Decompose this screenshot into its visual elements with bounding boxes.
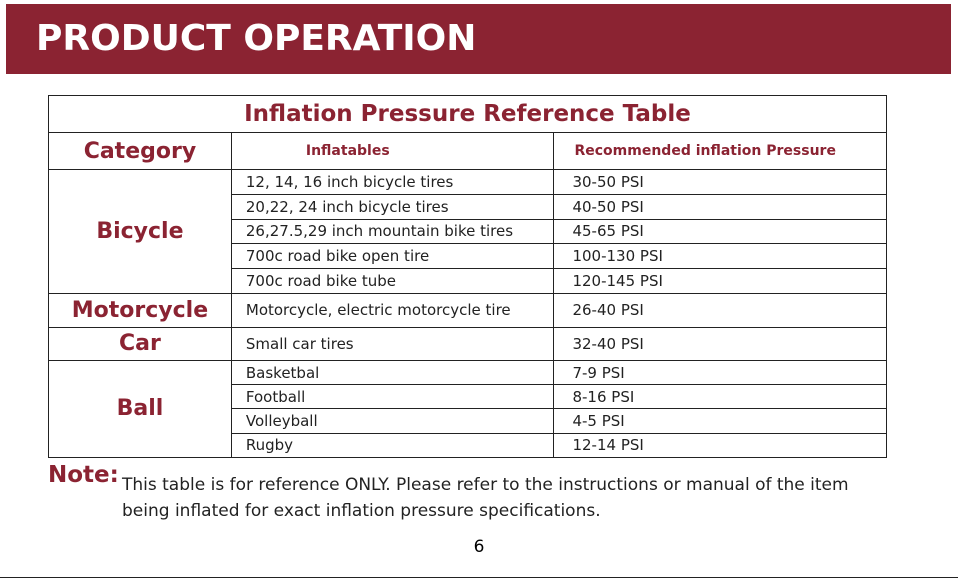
pressure-cell: 30-50 PSI [553,169,887,195]
pressure-cell: 4-5 PSI [553,408,887,434]
pressure-cell: 45-65 PSI [553,218,887,245]
table-row: 700c road bike tube 120-145 PSI [49,268,887,294]
table-row: Volleyball 4-5 PSI [49,408,887,434]
note-text: This table is for reference ONLY. Please… [122,475,849,521]
table-row: 700c road bike open tire 100-130 PSI [49,243,887,270]
page-number: 6 [473,537,485,557]
table-row: Bicycle 12, 14, 16 inch bicycle tires 30-5… [48,169,887,294]
table-row: Car Small car tires 32-40 PSI [48,326,887,361]
table-row: Football 8-16 PSI [49,384,887,410]
inflatable-cell: 26,27.5,29 inch mountain bike tires [230,218,555,245]
inflatable-cell: Rugby [230,432,555,458]
header-title: PRODUCT OPERATION [36,18,477,59]
pressure-cell: 100-130 PSI [553,243,887,270]
table-title: Inflation Pressure Reference Table [48,95,887,133]
column-header: Recommended inflation Pressure [553,132,887,170]
table-row: 20,22, 24 inch bicycle tires 40-50 PSI [49,193,887,220]
inflatable-cell: Basketbal [230,359,555,386]
footer-rule [0,577,958,578]
header-bar: PRODUCT OPERATION [6,4,951,74]
inflatable-cell: 700c road bike tube [230,268,555,294]
inflatable-cell: 700c road bike open tire [230,243,555,270]
pressure-cell: 120-145 PSI [553,268,887,294]
inflatable-cell: 12, 14, 16 inch bicycle tires [230,169,555,195]
category-cell: Bicycle [48,169,232,294]
pressure-cell: 7-9 PSI [553,359,887,386]
note-label: Note: [48,462,119,488]
category-cell: Motorcycle [48,292,232,328]
pressure-table: Inflation Pressure Reference Table Categ… [48,95,887,458]
category-cell: Car [48,326,232,361]
table-row: Rugby 12-14 PSI [49,432,887,458]
pressure-cell: 12-14 PSI [553,432,887,458]
pressure-cell: 8-16 PSI [553,384,887,410]
table-row: Ball Basketbal 7-9 PSI [48,359,887,458]
pressure-cell: 32-40 PSI [553,326,887,361]
column-header: Category [48,132,232,170]
column-header: Inflatables [230,132,555,170]
inflatable-cell: 20,22, 24 inch bicycle tires [230,193,555,220]
table-row: 26,27.5,29 inch mountain bike tires 45-65… [49,218,887,245]
table-row: Motorcycle Motorcycle, electric motorcycl… [48,292,887,328]
inflatable-cell: Small car tires [230,326,555,361]
pressure-cell: 40-50 PSI [553,193,887,220]
pressure-cell: 26-40 PSI [553,292,887,328]
inflatable-cell: Football [230,384,555,410]
category-cell: Ball [48,359,232,458]
inflatable-cell: Volleyball [230,408,555,434]
inflatable-cell: Motorcycle, electric motorcycle tire [230,292,555,328]
